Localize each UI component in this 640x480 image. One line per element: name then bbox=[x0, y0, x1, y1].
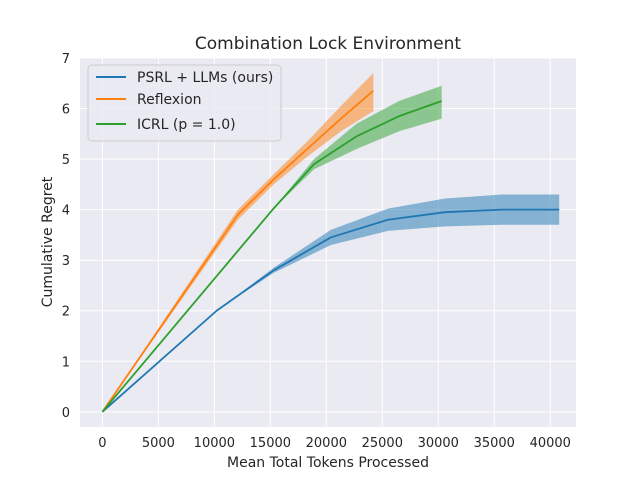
legend-label-reflexion: Reflexion bbox=[137, 92, 202, 108]
x-tick-label: 5000 bbox=[142, 436, 175, 451]
y-tick-label: 1 bbox=[62, 355, 70, 370]
legend: PSRL + LLMs (ours) Reflexion ICRL (p = 1… bbox=[87, 64, 282, 142]
x-tick-label: 30000 bbox=[418, 436, 459, 451]
x-axis-label: Mean Total Tokens Processed bbox=[227, 455, 429, 471]
series-line-0 bbox=[101, 208, 560, 413]
y-tick-label: 7 bbox=[62, 52, 70, 67]
x-tick-label: 10000 bbox=[194, 436, 235, 451]
series-line-1 bbox=[101, 90, 374, 413]
y-tick-label: 2 bbox=[62, 305, 70, 320]
y-tick-labels: 0 1 2 3 4 5 6 7 bbox=[62, 52, 70, 421]
x-tick-label: 0 bbox=[98, 436, 106, 451]
y-tick-label: 0 bbox=[62, 406, 70, 421]
x-tick-label: 35000 bbox=[474, 436, 515, 451]
legend-box bbox=[87, 64, 282, 142]
y-tick-label: 6 bbox=[62, 103, 70, 118]
series-line-2 bbox=[101, 100, 442, 413]
x-tick-label: 40000 bbox=[530, 436, 571, 451]
x-tick-labels: 0 5000 10000 15000 20000 25000 30000 35000 40000 bbox=[98, 436, 571, 451]
series-lines bbox=[101, 90, 560, 413]
y-axis-label: Cumulative Regret bbox=[40, 176, 56, 307]
confidence-band-series-1 bbox=[102, 73, 374, 412]
y-tick-label: 4 bbox=[62, 204, 70, 219]
x-tick-label: 20000 bbox=[306, 436, 347, 451]
confidence-band-series-2 bbox=[102, 85, 442, 412]
legend-label-psrl: PSRL + LLMs (ours) bbox=[137, 70, 273, 86]
y-tick-label: 3 bbox=[62, 254, 70, 269]
x-tick-label: 15000 bbox=[250, 436, 291, 451]
x-tick-label: 25000 bbox=[362, 436, 403, 451]
y-tick-label: 5 bbox=[62, 153, 70, 168]
chart-title: Combination Lock Environment bbox=[195, 34, 462, 54]
legend-label-icrl: ICRL (p = 1.0) bbox=[137, 117, 236, 133]
